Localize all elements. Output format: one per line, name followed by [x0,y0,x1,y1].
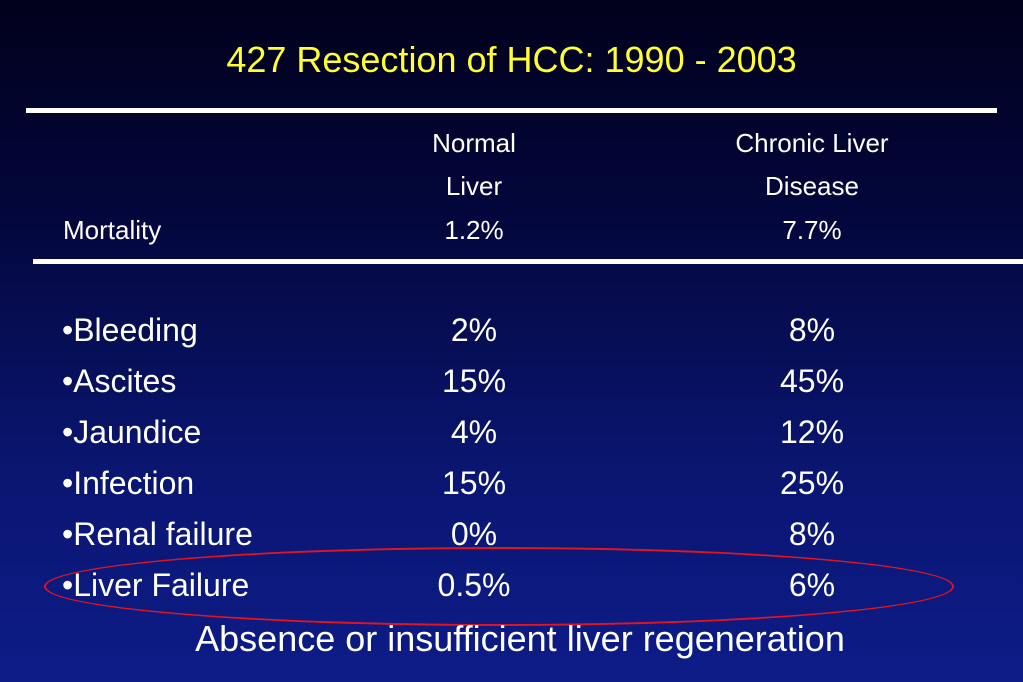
complication-row-renal-failure: •Renal failure 0% 8% [0,509,1023,560]
normal-liver-value: 15% [441,363,507,399]
chronic-liver-value: 8% [788,516,836,552]
normal-liver-value: 15% [441,465,507,501]
mortality-chronic-value: 7.7% [782,215,842,245]
chronic-liver-value: 25% [779,465,845,501]
bottom-divider [33,259,1023,264]
complication-label: •Bleeding [62,312,198,348]
mortality-label: Mortality [63,215,162,245]
complication-label: •Infection [62,465,195,501]
complication-label: •Jaundice [62,414,202,450]
normal-liver-value: 0% [450,516,498,552]
complication-row-bleeding: •Bleeding 2% 8% [0,305,1023,356]
complication-label: •Renal failure [62,516,253,552]
column-header-normal-line2: Liver [445,171,503,201]
complication-row-jaundice: •Jaundice 4% 12% [0,407,1023,458]
chronic-liver-value: 45% [779,363,845,399]
column-header-normal-line1: Normal [432,128,516,158]
column-header-chronic-line1: Chronic Liver [735,128,889,158]
chronic-liver-value: 8% [788,312,836,348]
complication-row-ascites: •Ascites 15% 45% [0,356,1023,407]
complication-row-infection: •Infection 15% 25% [0,458,1023,509]
mortality-normal-value: 1.2% [444,215,504,245]
chronic-liver-value: 12% [779,414,845,450]
footer-caption: Absence or insufficient liver regenerati… [195,618,845,659]
normal-liver-value: 2% [450,312,498,348]
top-divider [26,108,997,113]
liver-failure-highlight-ellipse [44,547,954,626]
slide-title: 427 Resection of HCC: 1990 - 2003 [226,39,797,80]
column-header-chronic-line2: Disease [765,171,859,201]
normal-liver-value: 4% [450,414,498,450]
complication-label: •Ascites [62,363,177,399]
